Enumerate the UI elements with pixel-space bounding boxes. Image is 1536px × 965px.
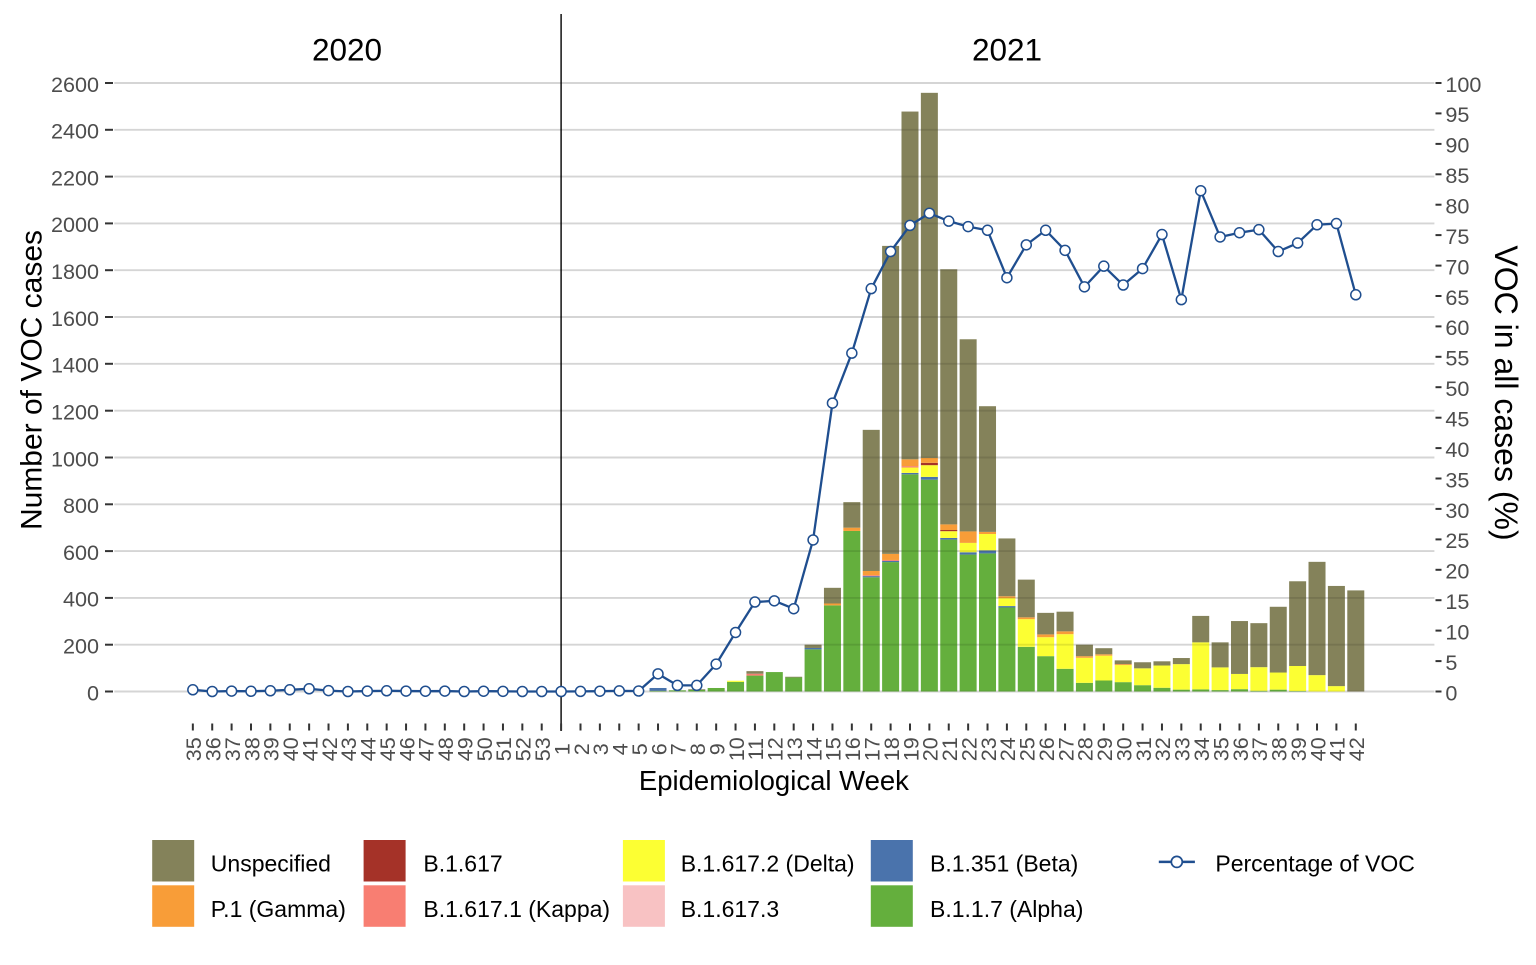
svg-text:2000: 2000 <box>51 212 99 237</box>
svg-text:10: 10 <box>1445 619 1469 644</box>
svg-text:42: 42 <box>1344 737 1369 761</box>
svg-text:25: 25 <box>1445 528 1469 553</box>
svg-text:40: 40 <box>1445 437 1469 462</box>
svg-text:75: 75 <box>1445 224 1469 249</box>
svg-text:VOC in all cases (%): VOC in all cases (%) <box>1488 245 1524 540</box>
svg-text:30: 30 <box>1445 498 1469 523</box>
svg-text:2200: 2200 <box>51 165 99 190</box>
svg-text:90: 90 <box>1445 133 1469 158</box>
svg-text:5: 5 <box>1445 650 1457 675</box>
svg-text:400: 400 <box>63 587 99 612</box>
svg-text:600: 600 <box>63 540 99 565</box>
svg-text:2400: 2400 <box>51 119 99 144</box>
svg-text:B.1.351 (Beta): B.1.351 (Beta) <box>930 851 1078 877</box>
svg-text:Percentage of VOC: Percentage of VOC <box>1215 851 1414 877</box>
svg-text:B.1.617.3: B.1.617.3 <box>681 896 779 922</box>
svg-text:Unspecified: Unspecified <box>211 851 331 877</box>
svg-text:800: 800 <box>63 493 99 518</box>
svg-text:45: 45 <box>1445 407 1469 432</box>
svg-text:70: 70 <box>1445 254 1469 279</box>
svg-text:1800: 1800 <box>51 259 99 284</box>
svg-text:85: 85 <box>1445 163 1469 188</box>
svg-text:2020: 2020 <box>312 32 382 68</box>
svg-text:0: 0 <box>87 680 99 705</box>
svg-text:0: 0 <box>1445 680 1457 705</box>
svg-text:2021: 2021 <box>972 32 1042 68</box>
svg-text:1600: 1600 <box>51 306 99 331</box>
svg-text:B.1.1.7 (Alpha): B.1.1.7 (Alpha) <box>930 896 1083 922</box>
svg-text:B.1.617.1 (Kappa): B.1.617.1 (Kappa) <box>423 896 610 922</box>
svg-text:65: 65 <box>1445 285 1469 310</box>
svg-text:B.1.617.2 (Delta): B.1.617.2 (Delta) <box>681 851 855 877</box>
svg-text:20: 20 <box>1445 559 1469 584</box>
svg-text:B.1.617: B.1.617 <box>423 851 502 877</box>
svg-text:2600: 2600 <box>51 72 99 97</box>
svg-text:Number of VOC cases: Number of VOC cases <box>16 230 49 530</box>
svg-text:15: 15 <box>1445 589 1469 614</box>
svg-text:Epidemiological Week: Epidemiological Week <box>639 765 909 796</box>
svg-text:60: 60 <box>1445 315 1469 340</box>
svg-text:1200: 1200 <box>51 400 99 425</box>
svg-text:55: 55 <box>1445 346 1469 371</box>
svg-text:P.1 (Gamma): P.1 (Gamma) <box>211 896 346 922</box>
svg-text:1000: 1000 <box>51 446 99 471</box>
svg-text:100: 100 <box>1445 72 1481 97</box>
svg-text:80: 80 <box>1445 194 1469 219</box>
svg-text:35: 35 <box>1445 467 1469 492</box>
svg-text:200: 200 <box>63 634 99 659</box>
svg-text:95: 95 <box>1445 102 1469 127</box>
svg-text:1400: 1400 <box>51 353 99 378</box>
svg-text:50: 50 <box>1445 376 1469 401</box>
